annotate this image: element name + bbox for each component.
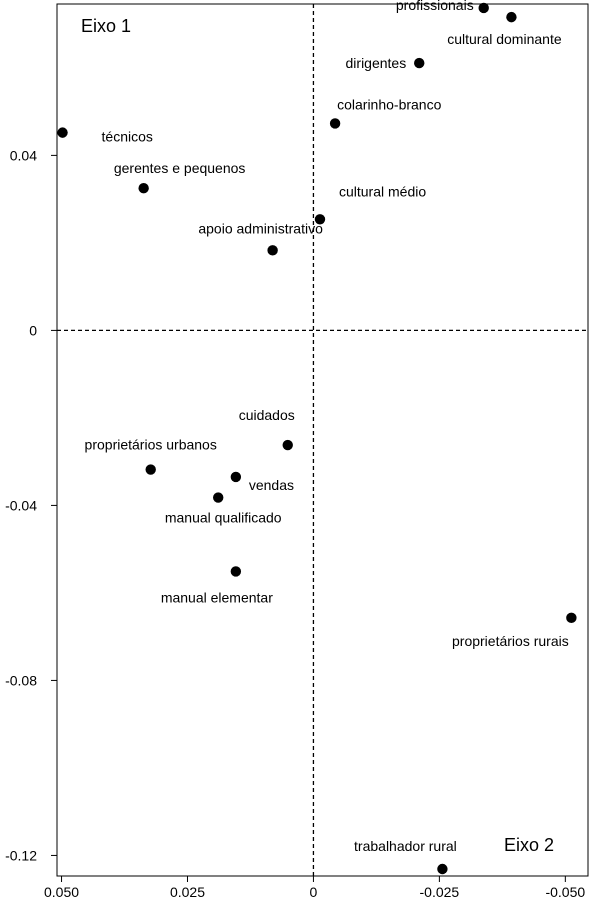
point-label: cultural médio (339, 183, 426, 199)
plot-frame (56, 3, 589, 877)
y-tick-label: -0.08 (5, 672, 37, 688)
data-point (414, 57, 425, 69)
x-tick-label: -0.025 (420, 884, 460, 900)
point-label: manual qualificado (165, 510, 282, 526)
data-point (282, 439, 293, 451)
data-point (329, 118, 341, 129)
point-label: técnicos (102, 129, 153, 145)
data-point (478, 2, 489, 14)
point-label: dirigentes (346, 55, 407, 71)
point-label: profissionais (396, 0, 474, 13)
data-point (138, 183, 149, 194)
point-label: colarinho-branco (337, 96, 441, 112)
x-tick-label: 0 (310, 884, 318, 900)
y-tick-label: -0.12 (5, 847, 37, 863)
x-tick-label: 0.025 (170, 884, 205, 900)
point-label: gerentes e pequenos (114, 160, 246, 176)
axis-2-label: Eixo 2 (504, 835, 554, 855)
point-label: proprietários rurais (452, 633, 569, 649)
point-label: proprietários urbanos (85, 437, 217, 453)
point-label: cuidados (239, 407, 295, 423)
point-label: trabalhador rural (354, 838, 457, 854)
axis-1-label: Eixo 1 (81, 16, 131, 36)
data-point (267, 245, 278, 256)
data-point (566, 612, 577, 624)
data-point (230, 471, 242, 483)
data-point (506, 11, 517, 23)
point-label: apoio administrativo (198, 220, 323, 236)
x-tick-label: -0.050 (545, 884, 585, 900)
data-point (57, 127, 68, 138)
y-tick-label: -0.04 (5, 497, 37, 513)
point-label: vendas (249, 477, 294, 493)
y-tick-label: 0 (29, 322, 37, 338)
data-point (145, 464, 156, 475)
y-tick-label: 0.04 (10, 147, 37, 163)
data-point (314, 214, 326, 225)
data-point (213, 492, 224, 503)
data-point (437, 863, 448, 875)
x-tick-label: 0.050 (44, 884, 79, 900)
point-label: cultural dominante (447, 31, 562, 47)
data-point (230, 566, 242, 577)
point-label: manual elementar (161, 589, 273, 605)
